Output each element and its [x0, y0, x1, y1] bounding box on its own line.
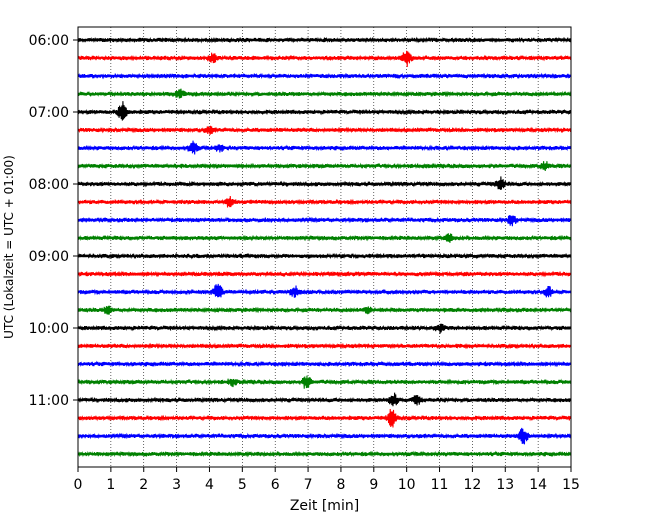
- plot-frame: [77, 26, 572, 468]
- y-tick-label: 07:00: [29, 105, 69, 121]
- x-tick-label: 6: [271, 477, 280, 493]
- trace-0900: [77, 252, 572, 260]
- trace-0700: [77, 101, 572, 121]
- x-tick-label: 7: [304, 477, 313, 493]
- trace-0730: [77, 140, 572, 155]
- trace-0715: [77, 125, 572, 136]
- x-tick-label: 11: [431, 477, 449, 493]
- x-tick-label: 4: [205, 477, 214, 493]
- trace-0930: [77, 283, 572, 298]
- trace-0645: [77, 88, 572, 99]
- y-tick-label: 09:00: [29, 249, 69, 265]
- y-axis-label: UTC (Lokalzeit = UTC + 01:00): [2, 155, 16, 339]
- trace-0745: [77, 161, 572, 171]
- trace-1030: [77, 360, 572, 368]
- y-tick-label: 08:00: [29, 177, 69, 193]
- x-tick-label: 3: [172, 477, 181, 493]
- grid-lines: [110, 27, 539, 467]
- x-tick-label: 10: [398, 477, 416, 493]
- trace-0945: [77, 305, 572, 315]
- trace-1045: [77, 375, 572, 389]
- trace-0615: [77, 50, 572, 67]
- x-tick-label: 0: [74, 477, 83, 493]
- x-tick-label: 14: [529, 477, 547, 493]
- trace-group: [77, 36, 572, 458]
- trace-1115: [77, 409, 572, 428]
- trace-0800: [77, 176, 572, 190]
- trace-1100: [77, 392, 572, 407]
- y-tick-label: 10:00: [29, 321, 69, 337]
- x-tick-label: 12: [463, 477, 481, 493]
- x-tick-label: 9: [369, 477, 378, 493]
- x-tick-label: 5: [238, 477, 247, 493]
- x-tick-label: 13: [496, 477, 514, 493]
- trace-1145: [77, 450, 572, 458]
- trace-0845: [77, 233, 572, 243]
- y-axis: 06:00 07:00 08:00 09:00 10:00 11:00: [29, 33, 78, 409]
- y-tick-label: 11:00: [29, 393, 69, 409]
- trace-0600: [77, 36, 572, 44]
- trace-0630: [77, 72, 572, 80]
- x-axis-label: Zeit [min]: [290, 498, 359, 514]
- trace-0915: [77, 270, 572, 278]
- x-tick-label: 1: [106, 477, 115, 493]
- x-tick-label: 15: [562, 477, 580, 493]
- trace-1130: [77, 427, 572, 445]
- trace-1015: [77, 342, 572, 350]
- trace-1000: [77, 323, 572, 334]
- y-tick-label: 06:00: [29, 33, 69, 49]
- x-tick-label: 8: [336, 477, 345, 493]
- x-axis: 0 1 2 3 4 5 6 7 8 9 10 11 12 13 14 15: [74, 467, 580, 493]
- trace-0815: [77, 195, 572, 208]
- x-tick-label: 2: [139, 477, 148, 493]
- trace-0830: [77, 215, 572, 227]
